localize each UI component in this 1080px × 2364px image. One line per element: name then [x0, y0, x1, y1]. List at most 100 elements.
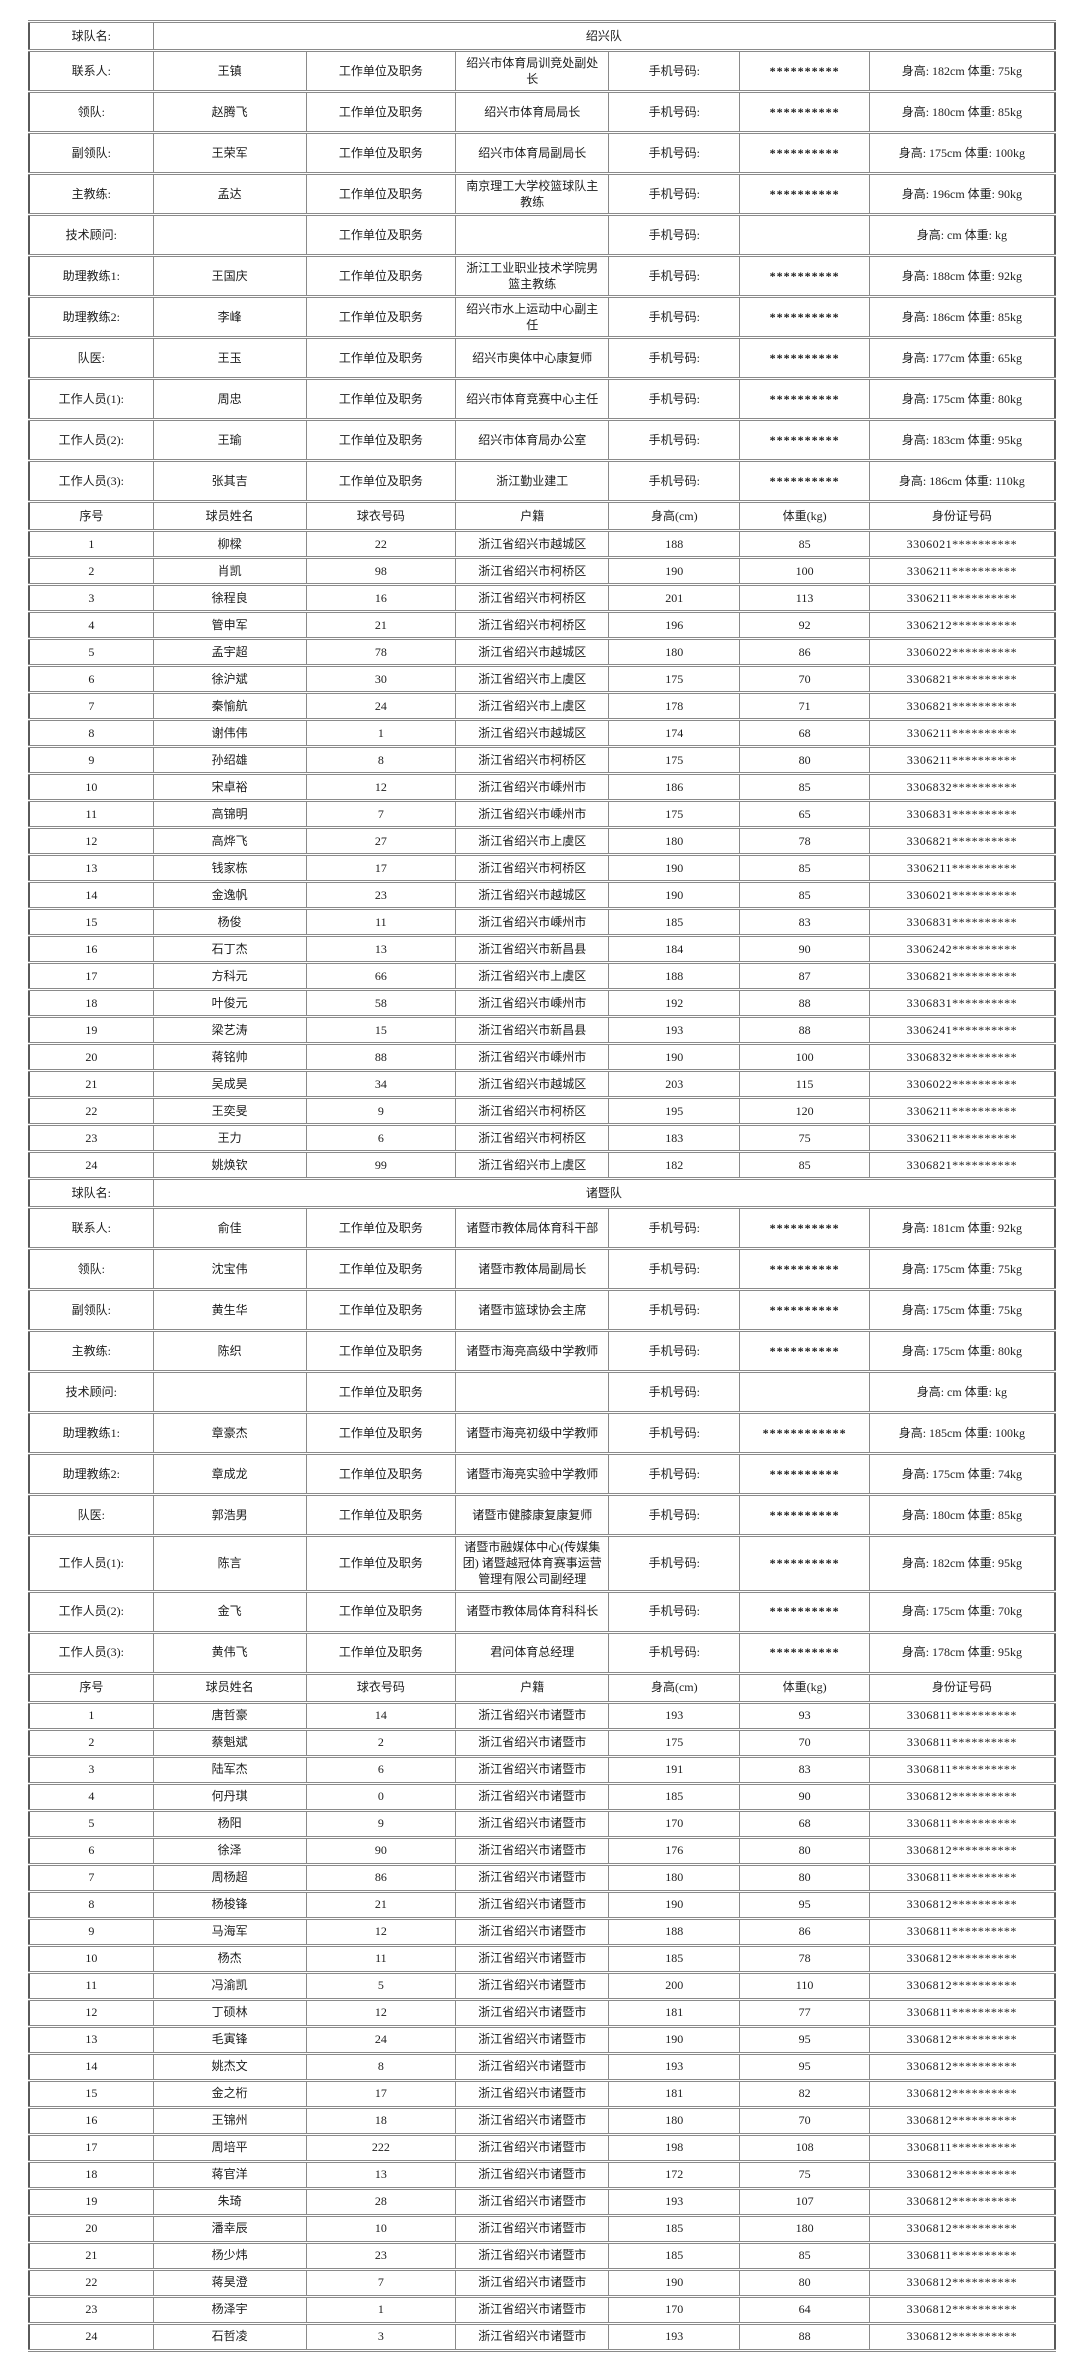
player-no: 16 [28, 934, 154, 964]
player-jersey-no: 12 [305, 772, 457, 802]
player-jersey-no: 3 [305, 2321, 457, 2352]
player-weight: 86 [739, 1916, 870, 1947]
player-jersey-no: 2 [305, 1727, 457, 1758]
player-row: 11 冯渝凯 5 浙江省绍兴市诸暨市 200 110 3306812********** [28, 1970, 1056, 2001]
player-jersey-no: 13 [305, 934, 457, 964]
player-height: 190 [608, 853, 741, 883]
player-header-cell: 体重(kg) [739, 1671, 870, 1704]
player-row: 10 杨杰 11 浙江省绍兴市诸暨市 185 78 3306812********** [28, 1943, 1056, 1974]
player-residence: 浙江省绍兴市嵊州市 [455, 907, 610, 937]
staff-role-label: 领队: [28, 1247, 154, 1291]
player-id-number: 3306211********** [868, 718, 1056, 748]
player-residence: 浙江省绍兴市诸暨市 [455, 2078, 610, 2109]
player-weight: 86 [739, 637, 870, 667]
player-weight: 180 [739, 2213, 870, 2244]
player-weight: 85 [739, 772, 870, 802]
staff-phone-label: 手机号码: [608, 213, 741, 257]
player-height: 201 [608, 583, 741, 613]
player-residence: 浙江省绍兴市诸暨市 [455, 1700, 610, 1731]
player-header-cell: 户籍 [455, 1671, 610, 1704]
staff-role-label: 主教练: [28, 1329, 154, 1373]
player-weight: 107 [739, 2186, 870, 2217]
player-jersey-no: 21 [305, 1889, 457, 1920]
player-weight: 93 [739, 1700, 870, 1731]
staff-height-weight: 身高: 185cm 体重: 100kg [868, 1411, 1056, 1455]
player-residence: 浙江省绍兴市越城区 [455, 529, 610, 559]
staff-row: 联系人: 俞佳 工作单位及职务 诸暨市教体局体育科干部 手机号码: ********** 身… [28, 1206, 1056, 1250]
staff-phone-label: 手机号码: [608, 1288, 741, 1332]
player-no: 24 [28, 2321, 154, 2352]
player-height: 180 [608, 1862, 741, 1893]
player-row: 3 陆军杰 6 浙江省绍兴市诸暨市 191 83 3306811********** [28, 1754, 1056, 1785]
staff-name: 王荣军 [152, 131, 307, 175]
team-name-row: 球队名: 诸暨队 [28, 1177, 1056, 1209]
staff-unit-label: 工作单位及职务 [305, 1493, 457, 1537]
staff-phone-label: 手机号码: [608, 1247, 741, 1291]
player-row: 23 杨泽宇 1 浙江省绍兴市诸暨市 170 64 3306812********** [28, 2294, 1056, 2325]
staff-unit-value: 诸暨市教体局副局长 [455, 1247, 610, 1291]
staff-row: 队医: 郭浩男 工作单位及职务 诸暨市健膝康复康复师 手机号码: ********** 身高… [28, 1493, 1056, 1537]
player-weight: 70 [739, 2105, 870, 2136]
player-weight: 88 [739, 1015, 870, 1045]
player-weight: 85 [739, 529, 870, 559]
player-no: 9 [28, 1916, 154, 1947]
staff-row: 技术顾问: 工作单位及职务 手机号码: 身高: cm 体重: kg [28, 213, 1056, 257]
staff-phone-masked [739, 213, 870, 257]
player-no: 12 [28, 826, 154, 856]
player-row: 7 秦愉航 24 浙江省绍兴市上虞区 178 71 3306821********** [28, 691, 1056, 721]
player-name: 潘幸辰 [152, 2213, 307, 2244]
player-height: 188 [608, 529, 741, 559]
player-jersey-no: 21 [305, 610, 457, 640]
staff-unit-value: 诸暨市海亮初级中学教师 [455, 1411, 610, 1455]
team-name-label: 球队名: [28, 20, 154, 52]
staff-height-weight: 身高: 175cm 体重: 80kg [868, 1329, 1056, 1373]
player-weight: 85 [739, 1150, 870, 1180]
staff-height-weight: 身高: 175cm 体重: 70kg [868, 1589, 1056, 1634]
player-header-cell: 户籍 [455, 500, 610, 532]
player-height: 175 [608, 745, 741, 775]
player-no: 4 [28, 610, 154, 640]
staff-name: 章豪杰 [152, 1411, 307, 1455]
player-header-cell: 体重(kg) [739, 500, 870, 532]
player-no: 5 [28, 1808, 154, 1839]
player-jersey-no: 8 [305, 2051, 457, 2082]
player-row: 13 毛寅锋 24 浙江省绍兴市诸暨市 190 95 3306812********** [28, 2024, 1056, 2055]
staff-unit-value [455, 213, 610, 257]
player-residence: 浙江省绍兴市上虞区 [455, 664, 610, 694]
player-residence: 浙江省绍兴市越城区 [455, 1069, 610, 1099]
player-height: 190 [608, 556, 741, 586]
staff-role-label: 副领队: [28, 1288, 154, 1332]
staff-role-label: 工作人员(3): [28, 459, 154, 503]
staff-phone-masked: ********** [739, 336, 870, 380]
player-row: 6 徐沪斌 30 浙江省绍兴市上虞区 175 70 3306821********** [28, 664, 1056, 694]
staff-height-weight: 身高: 182cm 体重: 95kg [868, 1534, 1056, 1593]
player-height: 193 [608, 2321, 741, 2352]
staff-unit-value: 浙江勤业建工 [455, 459, 610, 503]
player-weight: 75 [739, 1123, 870, 1153]
player-no: 4 [28, 1781, 154, 1812]
staff-height-weight: 身高: 186cm 体重: 85kg [868, 295, 1056, 339]
player-id-number: 3306022********** [868, 637, 1056, 667]
player-height: 192 [608, 988, 741, 1018]
staff-height-weight: 身高: 180cm 体重: 85kg [868, 1493, 1056, 1537]
player-residence: 浙江省绍兴市诸暨市 [455, 1970, 610, 2001]
player-height: 188 [608, 1916, 741, 1947]
player-weight: 80 [739, 1835, 870, 1866]
player-residence: 浙江省绍兴市新昌县 [455, 934, 610, 964]
player-name: 孟宇超 [152, 637, 307, 667]
player-header-cell: 球衣号码 [305, 1671, 457, 1704]
player-name: 周杨超 [152, 1862, 307, 1893]
player-weight: 64 [739, 2294, 870, 2325]
player-height: 175 [608, 664, 741, 694]
staff-row: 助理教练1: 章豪杰 工作单位及职务 诸暨市海亮初级中学教师 手机号码: ********… [28, 1411, 1056, 1455]
staff-height-weight: 身高: 182cm 体重: 75kg [868, 49, 1056, 93]
player-name: 叶俊元 [152, 988, 307, 1018]
staff-name: 王瑜 [152, 418, 307, 462]
player-jersey-no: 99 [305, 1150, 457, 1180]
player-id-number: 3306821********** [868, 826, 1056, 856]
staff-unit-value: 诸暨市教体局体育科科长 [455, 1589, 610, 1634]
player-row: 5 孟宇超 78 浙江省绍兴市越城区 180 86 3306022********** [28, 637, 1056, 667]
player-row: 21 杨少炜 23 浙江省绍兴市诸暨市 185 85 3306811********** [28, 2240, 1056, 2271]
staff-phone-label: 手机号码: [608, 1370, 741, 1414]
staff-name: 王国庆 [152, 254, 307, 298]
